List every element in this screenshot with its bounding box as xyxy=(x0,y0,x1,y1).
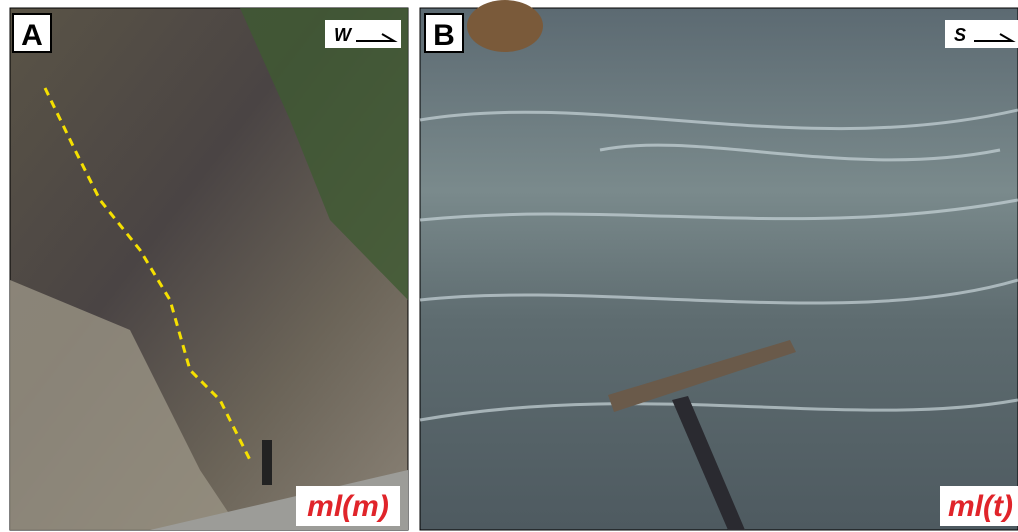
panel-b: B S ml(t) xyxy=(420,0,1018,530)
direction-label: S xyxy=(954,25,966,45)
panel-label: B xyxy=(433,19,455,52)
figure: A W ml(m) B S ml(t) xyxy=(0,0,1018,532)
panel-a: A W ml(m) xyxy=(10,8,408,530)
boot xyxy=(467,0,543,52)
unit-label: ml(m) xyxy=(307,490,389,523)
page: A W ml(m) B S ml(t) (() => { const data … xyxy=(0,0,1018,532)
panel-label: A xyxy=(21,19,43,52)
direction-label: W xyxy=(334,25,353,45)
unit-label: ml(t) xyxy=(948,490,1013,523)
person xyxy=(262,440,272,485)
photo-b xyxy=(420,8,1018,530)
